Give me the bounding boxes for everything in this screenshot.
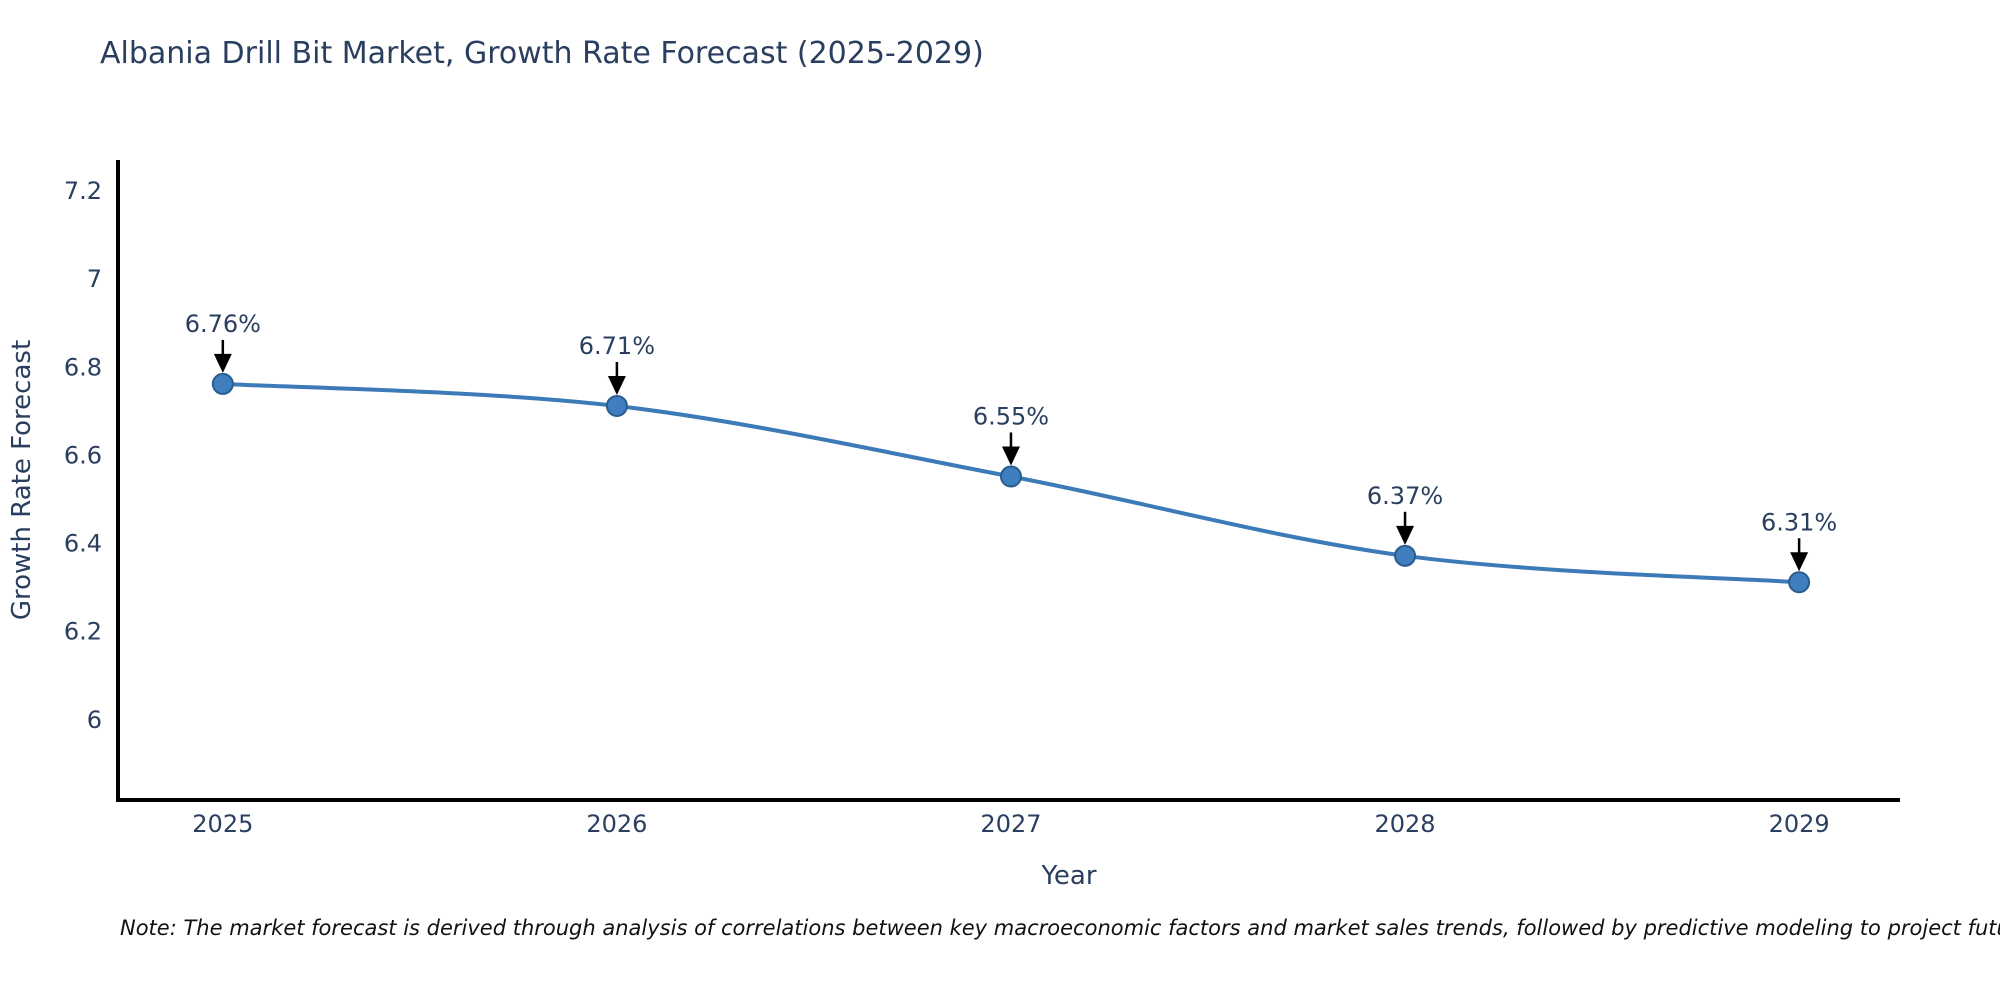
point-label: 6.71% — [579, 332, 655, 360]
x-tick-label: 2029 — [1769, 810, 1830, 838]
y-tick-label: 6.4 — [64, 530, 102, 558]
data-point-2026[interactable] — [605, 394, 628, 417]
data-point-2029[interactable] — [1788, 571, 1811, 594]
data-point-2027[interactable] — [999, 465, 1022, 488]
point-label: 6.31% — [1761, 508, 1837, 536]
annotation-arrowhead — [1001, 446, 1020, 466]
y-axis-title: Growth Rate Forecast — [7, 340, 37, 620]
y-tick-label: 7 — [87, 265, 102, 293]
annotation-arrowhead — [213, 353, 232, 373]
annotation-arrowhead — [607, 375, 626, 395]
data-point-2028[interactable] — [1394, 544, 1417, 567]
annotation-arrowhead — [1790, 552, 1809, 572]
y-tick-label: 6.2 — [64, 618, 102, 646]
chart-title: Albania Drill Bit Market, Growth Rate Fo… — [100, 36, 984, 71]
x-tick-label: 2027 — [980, 810, 1041, 838]
x-tick-label: 2028 — [1375, 810, 1436, 838]
y-tick-label: 6 — [87, 706, 102, 734]
y-tick-label: 6.8 — [64, 353, 102, 381]
x-tick-label: 2025 — [192, 810, 253, 838]
x-axis-title: Year — [1040, 861, 1096, 891]
point-label: 6.76% — [185, 310, 261, 338]
y-tick-label: 6.6 — [64, 441, 102, 469]
x-tick-label: 2026 — [586, 810, 647, 838]
footnote: Note: The market forecast is derived thr… — [120, 916, 2000, 940]
point-label: 6.55% — [973, 402, 1049, 430]
point-label: 6.37% — [1367, 482, 1443, 510]
annotation-arrowhead — [1396, 525, 1415, 545]
data-point-2025[interactable] — [211, 372, 234, 395]
y-tick-label: 7.2 — [64, 177, 102, 205]
